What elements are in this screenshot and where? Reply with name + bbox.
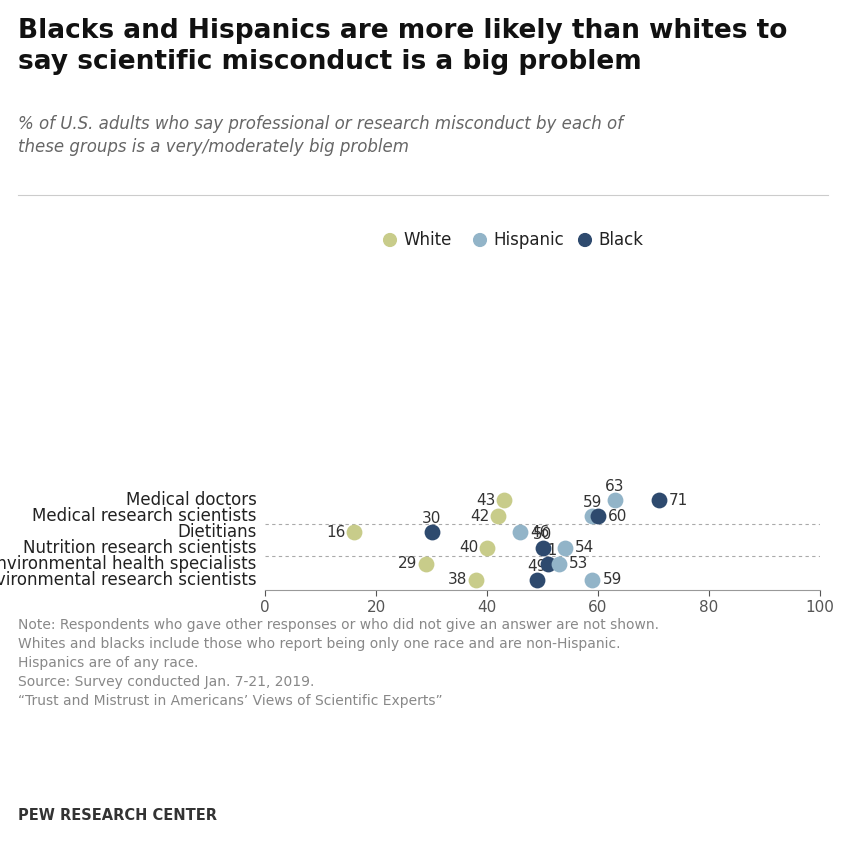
Text: 43: 43 [476,492,495,508]
Point [425,525,438,538]
Text: 29: 29 [398,556,418,572]
Point [558,541,571,555]
Text: 30: 30 [422,511,441,526]
Text: Medical doctors: Medical doctors [126,492,256,509]
Point [514,525,527,538]
Text: Environmental research scientists: Environmental research scientists [0,571,256,589]
Point [541,557,555,571]
Point [591,509,605,523]
Point [481,541,494,555]
Point [530,573,544,586]
Point [497,493,510,507]
Text: Note: Respondents who gave other responses or who did not give an answer are not: Note: Respondents who gave other respons… [18,618,659,708]
Text: Black: Black [598,231,643,249]
Text: 42: 42 [470,509,490,524]
Text: 38: 38 [448,573,468,587]
Text: 51: 51 [538,543,558,558]
Text: 71: 71 [669,492,689,508]
Text: Hispanic: Hispanic [493,231,564,249]
Text: 59: 59 [602,573,622,587]
Text: 40: 40 [459,540,479,556]
Text: 54: 54 [574,540,594,556]
Text: 60: 60 [608,509,628,524]
Point [347,525,360,538]
Point [585,573,599,586]
Text: White: White [403,231,452,249]
Text: 59: 59 [583,495,602,510]
Text: 63: 63 [605,480,624,494]
Point [470,573,483,586]
Text: Dietitians: Dietitians [178,523,256,541]
Point [536,541,549,555]
Text: 46: 46 [530,525,550,539]
Point [652,493,666,507]
Text: PEW RESEARCH CENTER: PEW RESEARCH CENTER [18,808,217,823]
Point [608,493,622,507]
Point [419,557,432,571]
Point [585,509,599,523]
Text: Nutrition research scientists: Nutrition research scientists [23,539,256,557]
Text: 16: 16 [326,525,345,539]
Text: Medical research scientists: Medical research scientists [32,507,256,525]
Text: 50: 50 [533,527,552,542]
Text: % of U.S. adults who say professional or research misconduct by each of
these gr: % of U.S. adults who say professional or… [18,115,623,156]
Text: 53: 53 [569,556,589,572]
Text: 49: 49 [527,559,547,573]
Point [552,557,566,571]
Text: Environmental health specialists: Environmental health specialists [0,555,256,573]
Point [492,509,505,523]
Text: Blacks and Hispanics are more likely than whites to
say scientific misconduct is: Blacks and Hispanics are more likely tha… [18,18,788,75]
